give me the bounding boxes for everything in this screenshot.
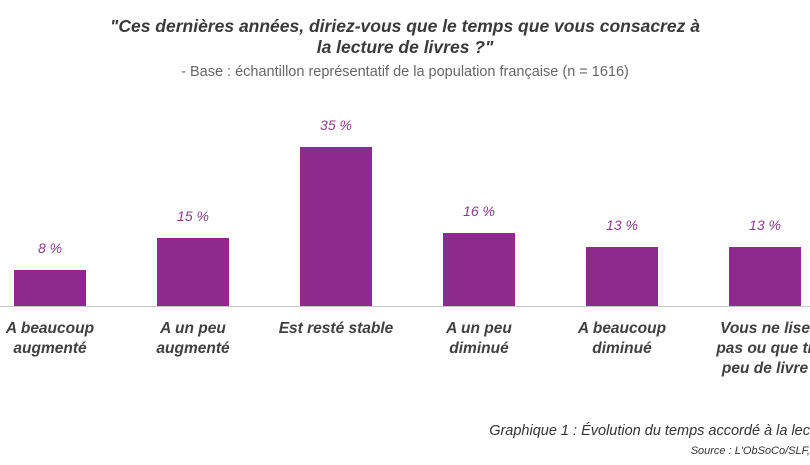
bar	[586, 246, 658, 306]
value-label: 35 %	[320, 117, 352, 133]
value-label: 15 %	[177, 207, 209, 224]
baseline	[0, 306, 810, 307]
caption: Graphique 1 : Évolution du temps accordé…	[489, 423, 810, 439]
x-tick-label: Est resté stable	[278, 320, 394, 337]
x-tick-label: A beaucoup diminué	[577, 320, 667, 357]
value-label: 13 %	[606, 216, 638, 233]
x-tick-label: A un peu augmenté	[156, 320, 230, 357]
x-tick-label: A beaucoup augmenté	[5, 320, 95, 357]
x-tick-label: A un peu diminué	[446, 320, 512, 357]
source: Source : L'ObSoCo/SLF,	[690, 445, 810, 457]
bar	[443, 233, 515, 306]
value-label: 13 %	[749, 216, 781, 233]
bar	[300, 147, 372, 306]
chart-title: "Ces dernières années, diriez-vous que l…	[110, 16, 700, 57]
value-label: 8 %	[37, 239, 63, 256]
bar	[14, 269, 86, 306]
bar	[157, 237, 229, 306]
value-label: 16 %	[463, 203, 495, 220]
bar	[729, 246, 801, 306]
x-tick-label: Vous ne lise pas ou que tr peu de livre	[716, 320, 810, 377]
chart-subtitle: - Base : échantillon représentatif de la…	[181, 64, 629, 80]
